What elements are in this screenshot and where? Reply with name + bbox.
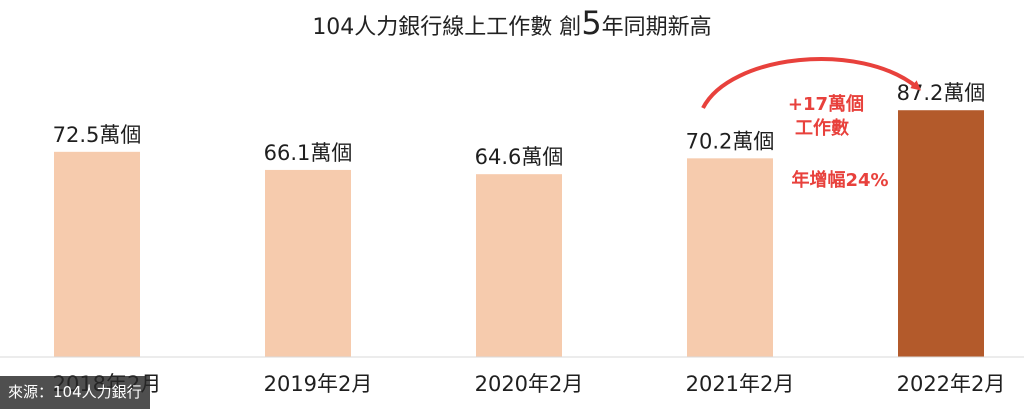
- x-tick-label-5: 2022年2月: [897, 372, 1006, 396]
- x-tick-label-4: 2021年2月: [686, 372, 795, 396]
- bar-2: [265, 169, 351, 357]
- value-label-4: 70.2萬個: [686, 129, 775, 153]
- bar-5: [898, 110, 984, 357]
- value-labels-group: 72.5萬個 66.1萬個 64.6萬個 70.2萬個 87.2萬個: [53, 81, 986, 169]
- source-caption: 來源：104人力銀行: [0, 376, 150, 409]
- tick-labels-group: 2018年2月2019年2月2020年2月2021年2月2022年2月: [53, 372, 1006, 396]
- chart-title-part-1: 104人力銀行線上工作數 創: [312, 15, 581, 40]
- x-tick-label-3: 2020年2月: [475, 372, 584, 396]
- annotation-growth: 年增幅24%: [791, 169, 888, 191]
- value-label-2: 66.1萬個: [264, 141, 353, 165]
- bar-3: [476, 174, 562, 357]
- annotation-increase-sub: 工作數: [795, 117, 849, 139]
- chart-title-part-3: 年同期新高: [602, 15, 712, 40]
- chart-title: 104人力銀行線上工作數 創5年同期新高: [312, 4, 711, 42]
- increase-arrow: [701, 57, 922, 109]
- value-label-3: 64.6萬個: [475, 145, 564, 169]
- bars-group: [54, 110, 984, 357]
- value-label-1: 72.5萬個: [53, 123, 142, 147]
- chart-title-part-2: 5: [581, 4, 601, 42]
- bar-4: [687, 158, 773, 357]
- annotation-increase: +17萬個: [788, 94, 864, 115]
- value-label-5: 87.2萬個: [897, 81, 986, 105]
- bar-1: [54, 151, 140, 357]
- x-tick-label-2: 2019年2月: [264, 372, 373, 396]
